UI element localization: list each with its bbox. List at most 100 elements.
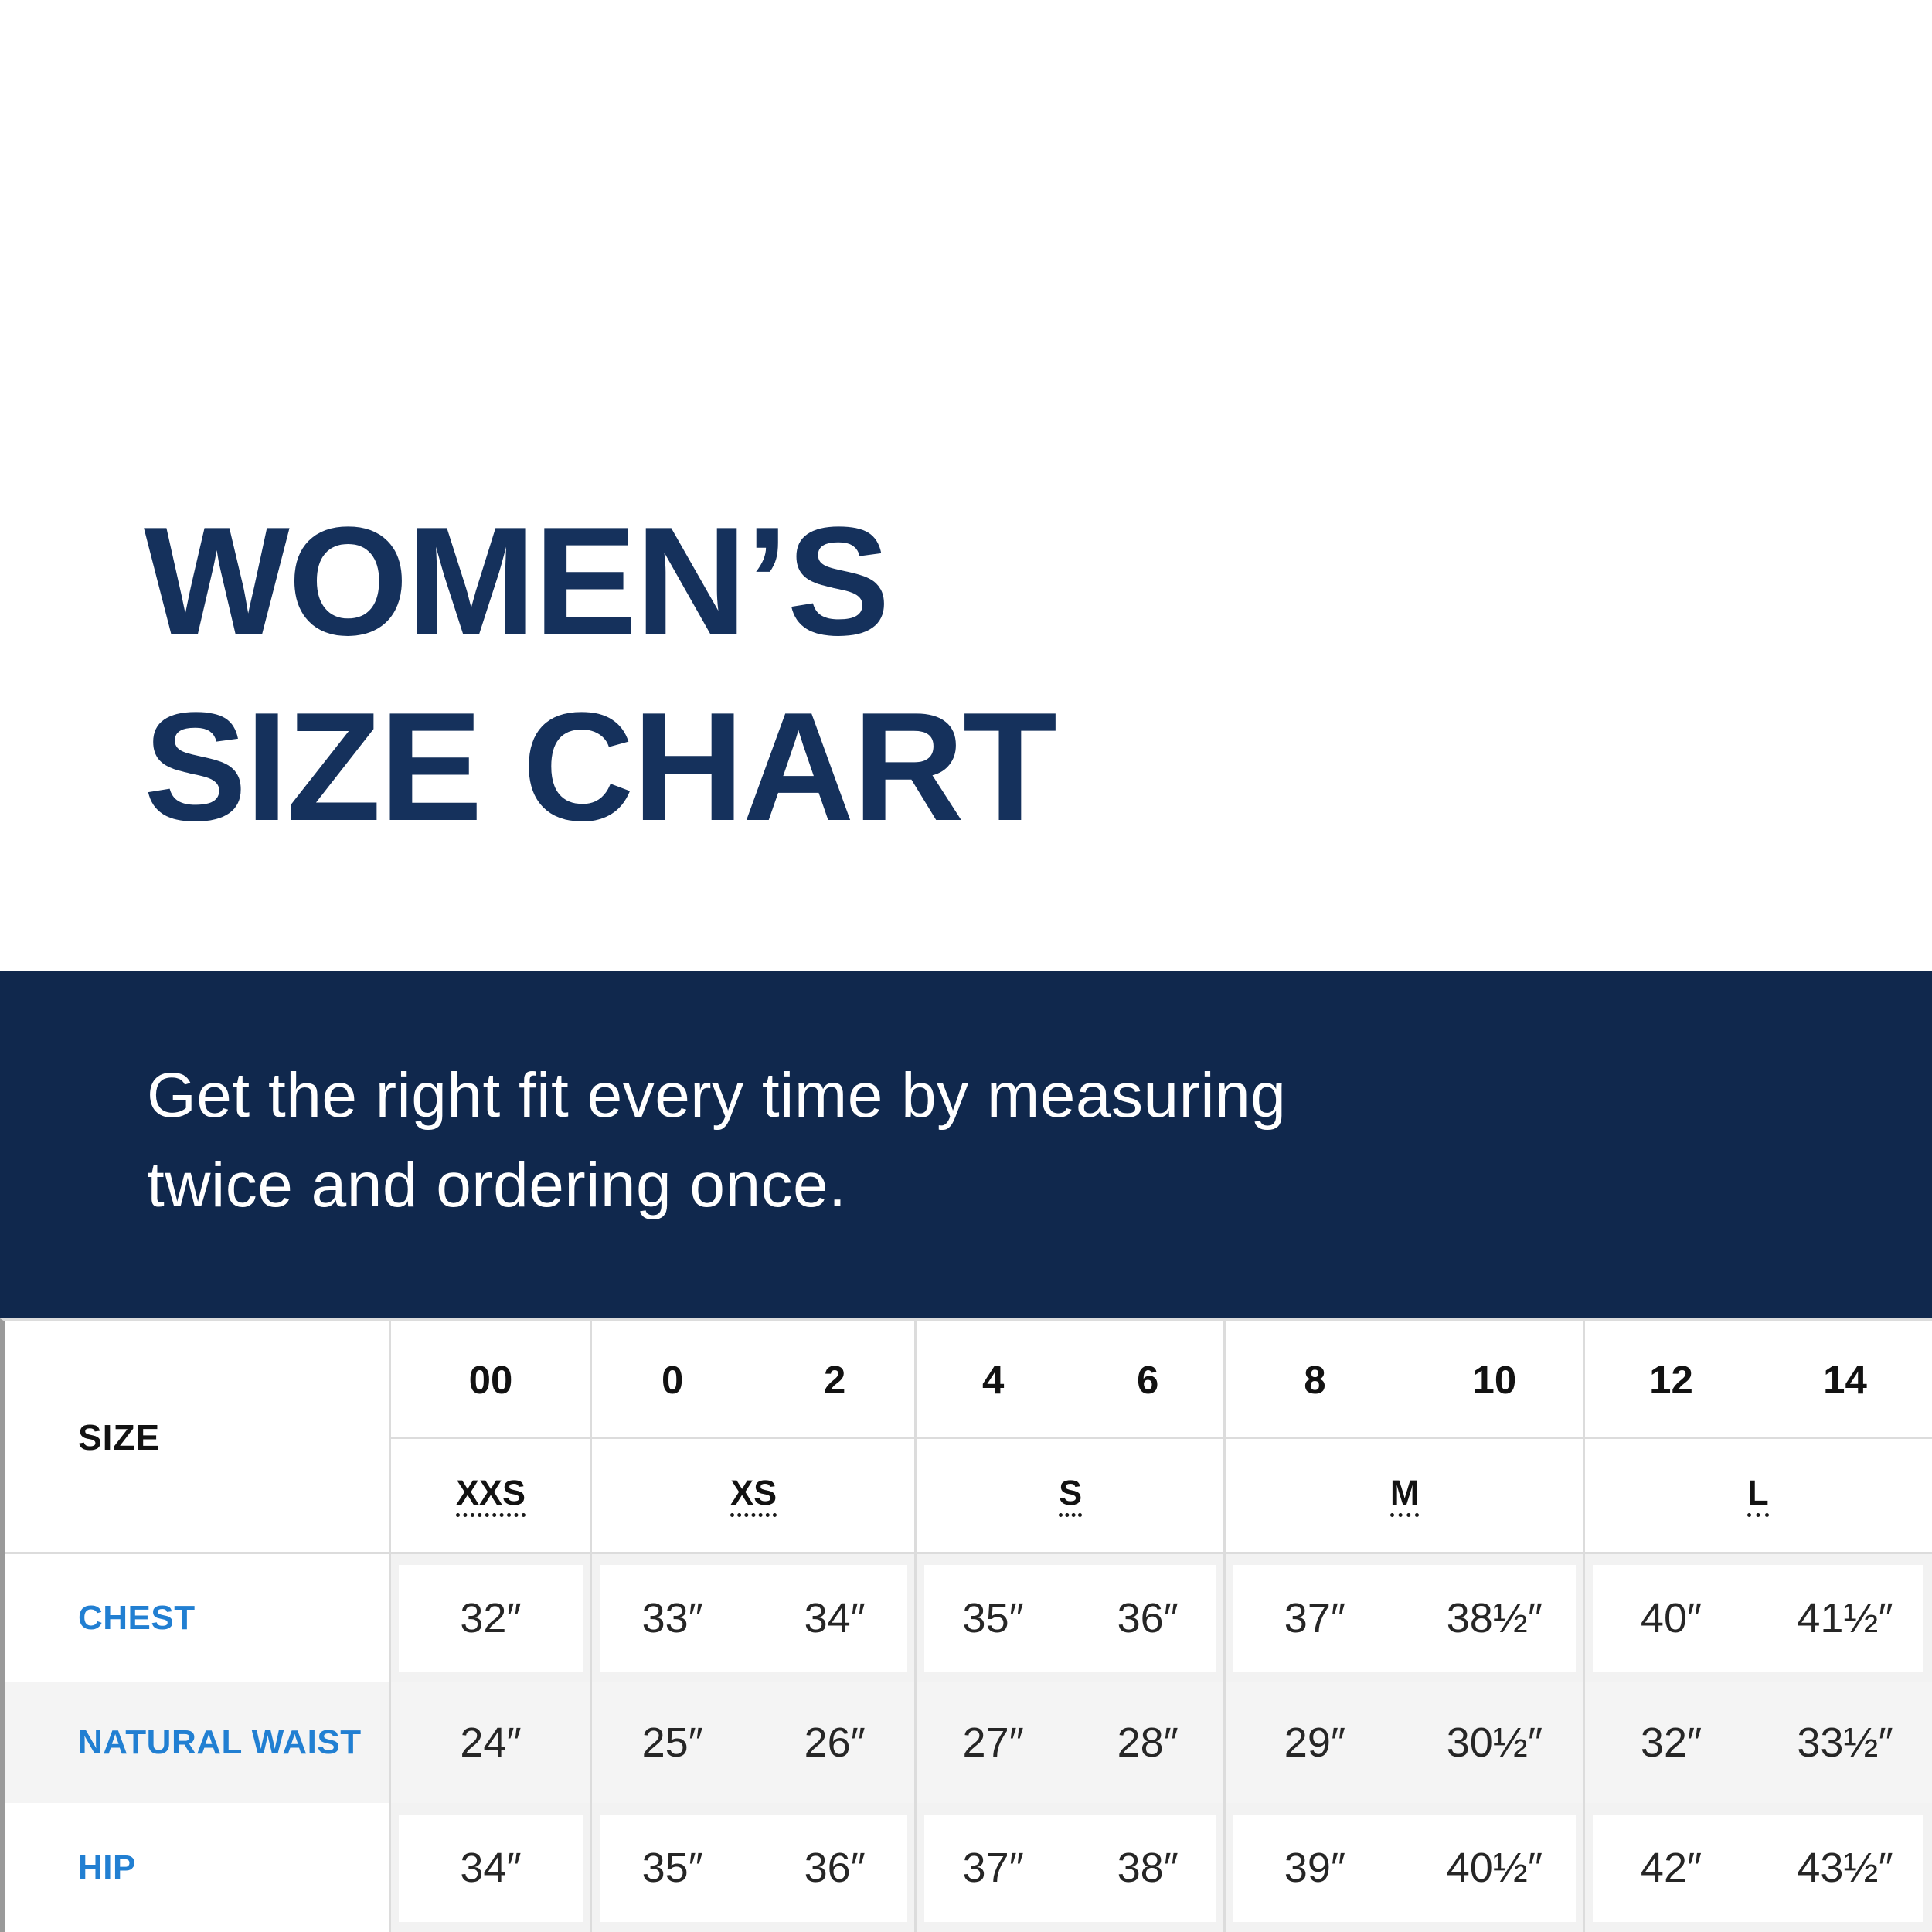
hip-value-6: 38″ xyxy=(1117,1844,1179,1891)
size-number-12: 12 xyxy=(1649,1358,1693,1402)
numeric-sizes-xs: 0 2 xyxy=(591,1321,916,1438)
size-letter-xs[interactable]: XS xyxy=(730,1475,777,1517)
waist-l-cell: 32″ 33½″ xyxy=(1584,1682,1932,1803)
size-letter-m[interactable]: M xyxy=(1389,1475,1420,1517)
chest-s-cell: 35″ 36″ xyxy=(916,1553,1225,1682)
size-table: SIZE 00 0 2 4 6 8 10 12 14 xyxy=(0,1318,1932,1932)
row-label-natural-waist: NATURAL WAIST xyxy=(78,1723,362,1761)
waist-value-2: 26″ xyxy=(804,1719,866,1766)
cell-panel xyxy=(600,1565,908,1672)
waist-value-12: 32″ xyxy=(1640,1719,1702,1766)
waist-value-6: 28″ xyxy=(1117,1719,1179,1766)
table-row-hip: HIP 34″ 35″ 36″ 37″ 38″ 39″ 40½″ 42″ 43½″ xyxy=(5,1803,1932,1932)
hip-l-cell: 42″ 43½″ xyxy=(1584,1803,1932,1932)
intro-banner-text: Get the right fit every time by measurin… xyxy=(0,971,1932,1230)
cell-panel xyxy=(1233,1815,1577,1922)
column-divider xyxy=(1223,1321,1226,1932)
table-row-chest: CHEST 32″ 33″ 34″ 35″ 36″ 37″ 38½″ 40″ 41½″ xyxy=(5,1553,1932,1682)
numeric-size-header-row: 00 0 2 4 6 8 10 12 14 xyxy=(390,1321,1932,1438)
column-divider xyxy=(388,1321,391,1932)
cell-panel xyxy=(924,1565,1217,1672)
row-values-natural-waist: 24″ 25″ 26″ 27″ 28″ 29″ 30½″ 32″ 33½″ xyxy=(390,1682,1932,1803)
row-label-chest: CHEST xyxy=(78,1598,196,1637)
hip-s-cell: 37″ 38″ xyxy=(916,1803,1225,1932)
waist-value-8: 29″ xyxy=(1284,1719,1345,1766)
size-number-6: 6 xyxy=(1136,1358,1159,1402)
cell-panel xyxy=(398,1815,583,1922)
waist-m-cell: 29″ 30½″ xyxy=(1225,1682,1584,1803)
chest-l-cell: 40″ 41½″ xyxy=(1584,1553,1932,1682)
intro-banner-line2: twice and ordering once. xyxy=(147,1150,847,1220)
hip-xs-cell: 35″ 36″ xyxy=(591,1803,916,1932)
cell-panel xyxy=(1233,1565,1577,1672)
letter-size-cell-xxs: XXS xyxy=(390,1438,591,1553)
page-title: WOMEN’S SIZE CHART xyxy=(144,489,1057,860)
table-row-natural-waist: NATURAL WAIST 24″ 25″ 26″ 27″ 28″ 29″ 30½″ … xyxy=(5,1682,1932,1803)
cell-panel xyxy=(398,1565,583,1672)
waist-value-4: 27″ xyxy=(962,1719,1024,1766)
letter-size-cell-m: M xyxy=(1225,1438,1584,1553)
numeric-sizes-l: 12 14 xyxy=(1584,1321,1932,1438)
row-divider xyxy=(389,1437,1932,1439)
waist-xxs-cell: 24″ xyxy=(390,1682,591,1803)
row-values-hip: 34″ 35″ 36″ 37″ 38″ 39″ 40½″ 42″ 43½″ xyxy=(389,1803,1932,1932)
size-letter-s[interactable]: S xyxy=(1059,1475,1083,1517)
hip-value-00: 34″ xyxy=(460,1844,522,1891)
waist-value-14: 33½″ xyxy=(1797,1719,1893,1766)
intro-banner: Get the right fit every time by measurin… xyxy=(0,971,1932,1318)
column-divider xyxy=(1583,1321,1586,1932)
waist-value-00: 24″ xyxy=(460,1719,522,1766)
cell-panel xyxy=(600,1815,908,1922)
size-number-8: 8 xyxy=(1304,1358,1326,1402)
chest-value-12: 40″ xyxy=(1640,1594,1702,1641)
chest-xxs-cell: 32″ xyxy=(390,1553,591,1682)
chest-m-cell: 37″ 38½″ xyxy=(1225,1553,1584,1682)
page-title-line2: SIZE CHART xyxy=(144,681,1057,853)
column-divider xyxy=(590,1321,593,1932)
letter-size-cell-s: S xyxy=(916,1438,1225,1553)
letter-size-cell-l: L xyxy=(1584,1438,1932,1553)
chest-value-4: 35″ xyxy=(962,1594,1024,1641)
hip-value-12: 42″ xyxy=(1640,1844,1702,1891)
row-values-chest: 32″ 33″ 34″ 35″ 36″ 37″ 38½″ 40″ 41½″ xyxy=(389,1553,1932,1682)
column-divider xyxy=(914,1321,917,1932)
size-number-0: 0 xyxy=(661,1358,684,1402)
hip-value-2: 36″ xyxy=(804,1844,866,1891)
chest-value-00: 32″ xyxy=(460,1594,522,1641)
chest-xs-cell: 33″ 34″ xyxy=(591,1553,916,1682)
size-letter-xxs[interactable]: XXS xyxy=(455,1475,526,1517)
size-letter-l[interactable]: L xyxy=(1747,1475,1769,1517)
letter-size-cell-xs: XS xyxy=(591,1438,916,1553)
waist-value-10: 30½″ xyxy=(1446,1719,1543,1766)
chest-value-14: 41½″ xyxy=(1797,1594,1893,1641)
hip-value-4: 37″ xyxy=(962,1844,1024,1891)
row-divider xyxy=(5,1552,1932,1554)
hip-m-cell: 39″ 40½″ xyxy=(1225,1803,1584,1932)
waist-s-cell: 27″ 28″ xyxy=(916,1682,1225,1803)
row-label-hip: HIP xyxy=(78,1848,136,1886)
cell-panel xyxy=(1593,1565,1923,1672)
hip-value-8: 39″ xyxy=(1284,1844,1345,1891)
cell-panel xyxy=(1593,1815,1923,1922)
size-number-2: 2 xyxy=(823,1358,846,1402)
hip-value-0: 35″ xyxy=(641,1844,703,1891)
size-number-4: 4 xyxy=(981,1358,1005,1402)
cell-panel xyxy=(924,1815,1217,1922)
hip-xxs-cell: 34″ xyxy=(390,1803,591,1932)
intro-banner-line1: Get the right fit every time by measurin… xyxy=(147,1060,1287,1131)
size-corner-label: SIZE xyxy=(78,1417,161,1458)
letter-size-header-row: XXS XS S M L xyxy=(390,1438,1932,1553)
waist-xs-cell: 25″ 26″ xyxy=(591,1682,916,1803)
numeric-sizes-xxs: 00 xyxy=(390,1321,591,1438)
numeric-sizes-s: 4 6 xyxy=(916,1321,1225,1438)
hip-value-10: 40½″ xyxy=(1446,1844,1543,1891)
chest-value-10: 38½″ xyxy=(1446,1594,1543,1641)
waist-value-0: 25″ xyxy=(641,1719,703,1766)
page-title-line1: WOMEN’S xyxy=(144,495,890,668)
chest-value-8: 37″ xyxy=(1284,1594,1345,1641)
chest-value-6: 36″ xyxy=(1117,1594,1179,1641)
chest-value-2: 34″ xyxy=(804,1594,866,1641)
hip-value-14: 43½″ xyxy=(1797,1844,1893,1891)
numeric-sizes-m: 8 10 xyxy=(1225,1321,1584,1438)
